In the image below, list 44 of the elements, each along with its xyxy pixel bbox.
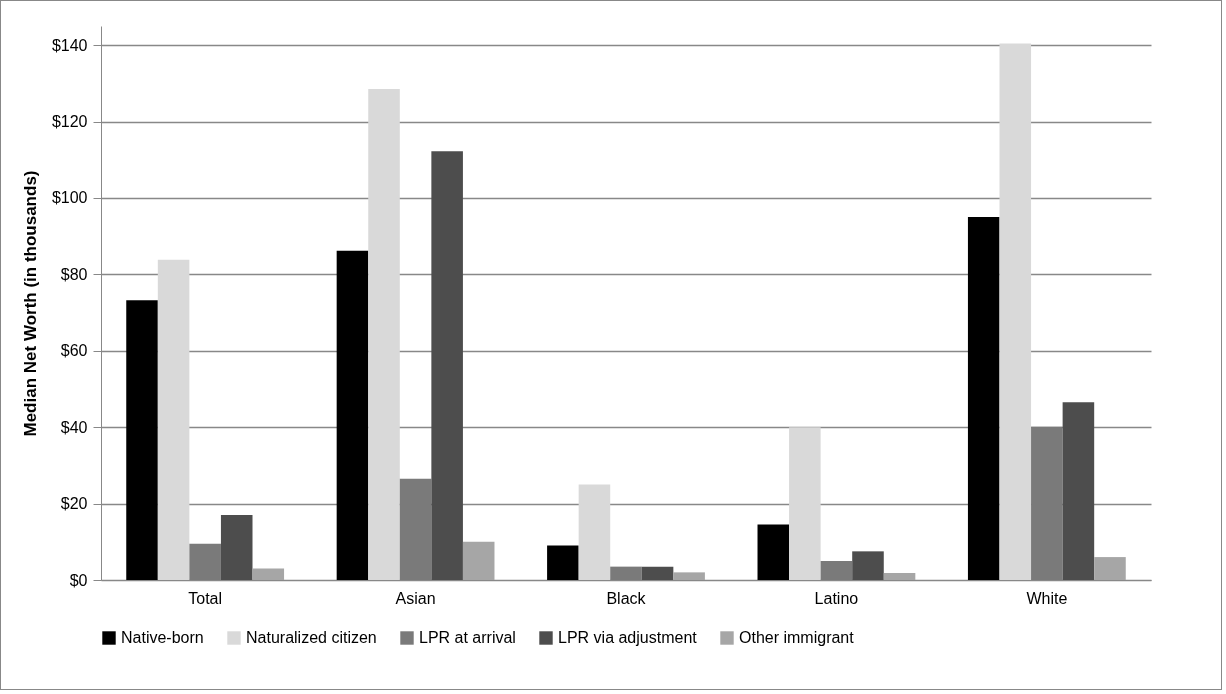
legend-label: LPR via adjustment xyxy=(558,629,698,646)
bar xyxy=(547,545,579,580)
y-tick-label: $100 xyxy=(51,189,88,207)
bar xyxy=(610,566,642,580)
legend-label: Other immigrant xyxy=(739,629,855,646)
bar xyxy=(820,560,853,580)
y-tick-label: $60 xyxy=(60,342,88,360)
legend-label: LPR at arrival xyxy=(419,629,516,646)
y-tick-label: $120 xyxy=(51,113,88,131)
bar xyxy=(852,551,884,580)
bar xyxy=(1062,402,1095,580)
y-tick-label: $20 xyxy=(60,495,88,513)
y-axis-title: Median Net Worth (in thousands) xyxy=(20,170,40,437)
bar xyxy=(578,484,611,580)
bar xyxy=(1094,557,1126,580)
bar xyxy=(189,543,221,580)
x-tick-label: Asian xyxy=(395,589,436,607)
bar xyxy=(999,43,1032,580)
x-tick-label: White xyxy=(1026,589,1068,607)
bar xyxy=(336,250,369,580)
bar xyxy=(368,89,400,580)
bar xyxy=(252,568,285,580)
bar xyxy=(431,151,463,580)
bar xyxy=(757,524,790,580)
legend-label: Native-born xyxy=(121,629,204,646)
bar xyxy=(967,217,1000,580)
legend-label: Naturalized citizen xyxy=(246,629,377,646)
bar xyxy=(789,427,821,580)
bar xyxy=(399,478,432,580)
y-tick-label: $0 xyxy=(69,571,88,589)
x-tick-label: Black xyxy=(606,589,647,607)
bar xyxy=(462,541,495,580)
bar xyxy=(673,572,705,580)
bar xyxy=(641,566,674,580)
y-tick-label: $80 xyxy=(60,265,88,283)
bar xyxy=(126,300,158,580)
bar xyxy=(220,515,253,580)
y-tick-label: $40 xyxy=(60,418,88,436)
x-tick-label: Total xyxy=(188,589,223,607)
bar xyxy=(883,573,916,580)
bar xyxy=(157,259,190,580)
bar xyxy=(1031,426,1063,580)
y-tick-label: $140 xyxy=(51,36,88,54)
x-tick-label: Latino xyxy=(814,589,859,607)
